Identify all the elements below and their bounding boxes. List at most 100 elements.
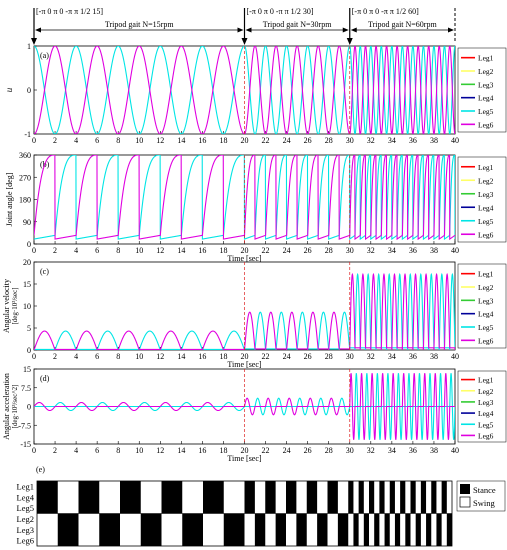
x-tick-label: 6 <box>95 446 99 455</box>
gait-start-arrowhead <box>346 38 353 45</box>
x-tick-label: 28 <box>325 446 333 455</box>
x-tick-label: 20 <box>241 246 249 255</box>
x-tick-label: 20 <box>241 352 249 361</box>
panel-label: (e) <box>36 465 45 474</box>
x-tick-label: 20 <box>241 136 249 145</box>
stance-block <box>384 513 390 546</box>
gait-start-arrowhead <box>241 38 248 45</box>
x-tick-label: 14 <box>177 246 185 255</box>
y-tick-label: 1 <box>27 42 31 51</box>
x-tick-label: 22 <box>262 352 270 361</box>
legend-label: Leg2 <box>478 387 494 396</box>
gait-header: [-π 0 π 0 -π π 1/2 15]Tripod gait N=15rp… <box>31 7 456 45</box>
legend-label: Leg3 <box>478 80 494 89</box>
legend-label: Leg2 <box>478 67 494 76</box>
stance-block <box>161 481 183 514</box>
x-tick-label: 6 <box>95 246 99 255</box>
y-tick-label: 0 <box>27 86 31 95</box>
gait-title: Tripod gait N=15rpm <box>105 20 174 29</box>
x-tick-label: 34 <box>388 136 396 145</box>
y-tick-label: -15 <box>20 440 31 449</box>
stance-block <box>265 481 276 514</box>
x-axis-label: Time [sec] <box>227 254 261 263</box>
legend-label: Leg4 <box>478 310 494 319</box>
stance-block <box>306 481 318 514</box>
x-tick-label: 26 <box>304 352 312 361</box>
legend-label: Leg3 <box>478 398 494 407</box>
stance-block <box>369 481 375 514</box>
stance-block <box>436 513 442 546</box>
stance-block <box>389 481 395 514</box>
arrow-left-head <box>350 27 357 33</box>
x-tick-label: 8 <box>116 352 120 361</box>
y-tick-label: 180 <box>19 196 31 205</box>
chart-panel: 157.50-7.5-150 2 4 6 8 10 12 14 16 18 20 22 24 26 28 30… <box>2 365 507 463</box>
x-tick-label: 32 <box>367 352 375 361</box>
x-tick-label: 38 <box>430 246 438 255</box>
y-tick-label: 90 <box>23 218 31 227</box>
x-tick-label: 14 <box>177 136 185 145</box>
x-tick-label: 8 <box>116 446 120 455</box>
x-tick-label: 8 <box>116 136 120 145</box>
swing-legend-label: Swing <box>473 498 495 508</box>
legend-box <box>457 156 507 243</box>
legend-label: Leg1 <box>478 376 494 385</box>
stance-block <box>120 481 141 514</box>
y-tick-label: 0 <box>27 403 31 412</box>
y-axis-label: u <box>4 87 14 92</box>
series-line-leg6 <box>34 46 455 134</box>
legend-label: Leg4 <box>478 94 494 103</box>
stance-block <box>379 481 385 514</box>
legend-box <box>457 263 507 349</box>
y-axis-label: Angular acceleration <box>2 373 11 440</box>
stance-block <box>99 513 120 546</box>
y-axis-unit: [deg·10³/sec] <box>11 287 19 324</box>
stance-block <box>296 513 307 546</box>
x-tick-label: 18 <box>219 352 227 361</box>
legend-label: Leg5 <box>478 420 494 429</box>
x-tick-label: 18 <box>219 446 227 455</box>
x-tick-label: 32 <box>367 246 375 255</box>
stance-block <box>327 481 338 514</box>
stance-block <box>78 481 100 514</box>
gait-title: Tripod gait N=30rpm <box>263 20 332 29</box>
panel-label: (c) <box>40 267 49 276</box>
gait-param-label: [-π 0 π 0 -π π 1/2 30] <box>247 7 314 16</box>
stance-block <box>394 513 401 546</box>
y-axis-label: Angular velocity <box>2 279 11 333</box>
x-tick-label: 12 <box>156 136 164 145</box>
x-axis-label: Time [sec] <box>227 454 261 463</box>
x-tick-label: 40 <box>451 352 459 361</box>
x-tick-label: 38 <box>430 136 438 145</box>
legend-label: Leg2 <box>478 283 494 292</box>
x-axis-label: Time [sec] <box>227 360 261 369</box>
x-tick-label: 4 <box>74 136 78 145</box>
stance-block <box>374 513 380 546</box>
stance-block <box>446 513 452 546</box>
x-tick-label: 28 <box>325 352 333 361</box>
x-tick-label: 34 <box>388 352 396 361</box>
x-tick-label: 20 <box>241 446 249 455</box>
y-tick-label: 360 <box>19 151 31 160</box>
x-tick-label: 12 <box>156 446 164 455</box>
x-tick-label: 14 <box>177 446 185 455</box>
legend-label: Leg2 <box>478 176 494 185</box>
x-tick-label: 6 <box>95 136 99 145</box>
legend-label: Leg4 <box>478 203 494 212</box>
stance-block <box>363 513 369 546</box>
x-tick-label: 10 <box>135 136 143 145</box>
x-tick-label: 16 <box>198 246 206 255</box>
x-tick-label: 36 <box>409 136 417 145</box>
stance-block <box>275 513 286 546</box>
x-tick-label: 4 <box>74 446 78 455</box>
swing-swatch <box>459 496 471 508</box>
y-tick-label: -1 <box>24 130 31 139</box>
x-tick-label: 14 <box>177 352 185 361</box>
x-tick-label: 2 <box>53 352 57 361</box>
y-axis-label: Joint angle [deg] <box>5 172 14 226</box>
y-tick-label: 0 <box>27 346 31 355</box>
legend-label: Leg3 <box>478 190 494 199</box>
x-tick-label: 32 <box>367 136 375 145</box>
stance-block <box>223 513 245 546</box>
